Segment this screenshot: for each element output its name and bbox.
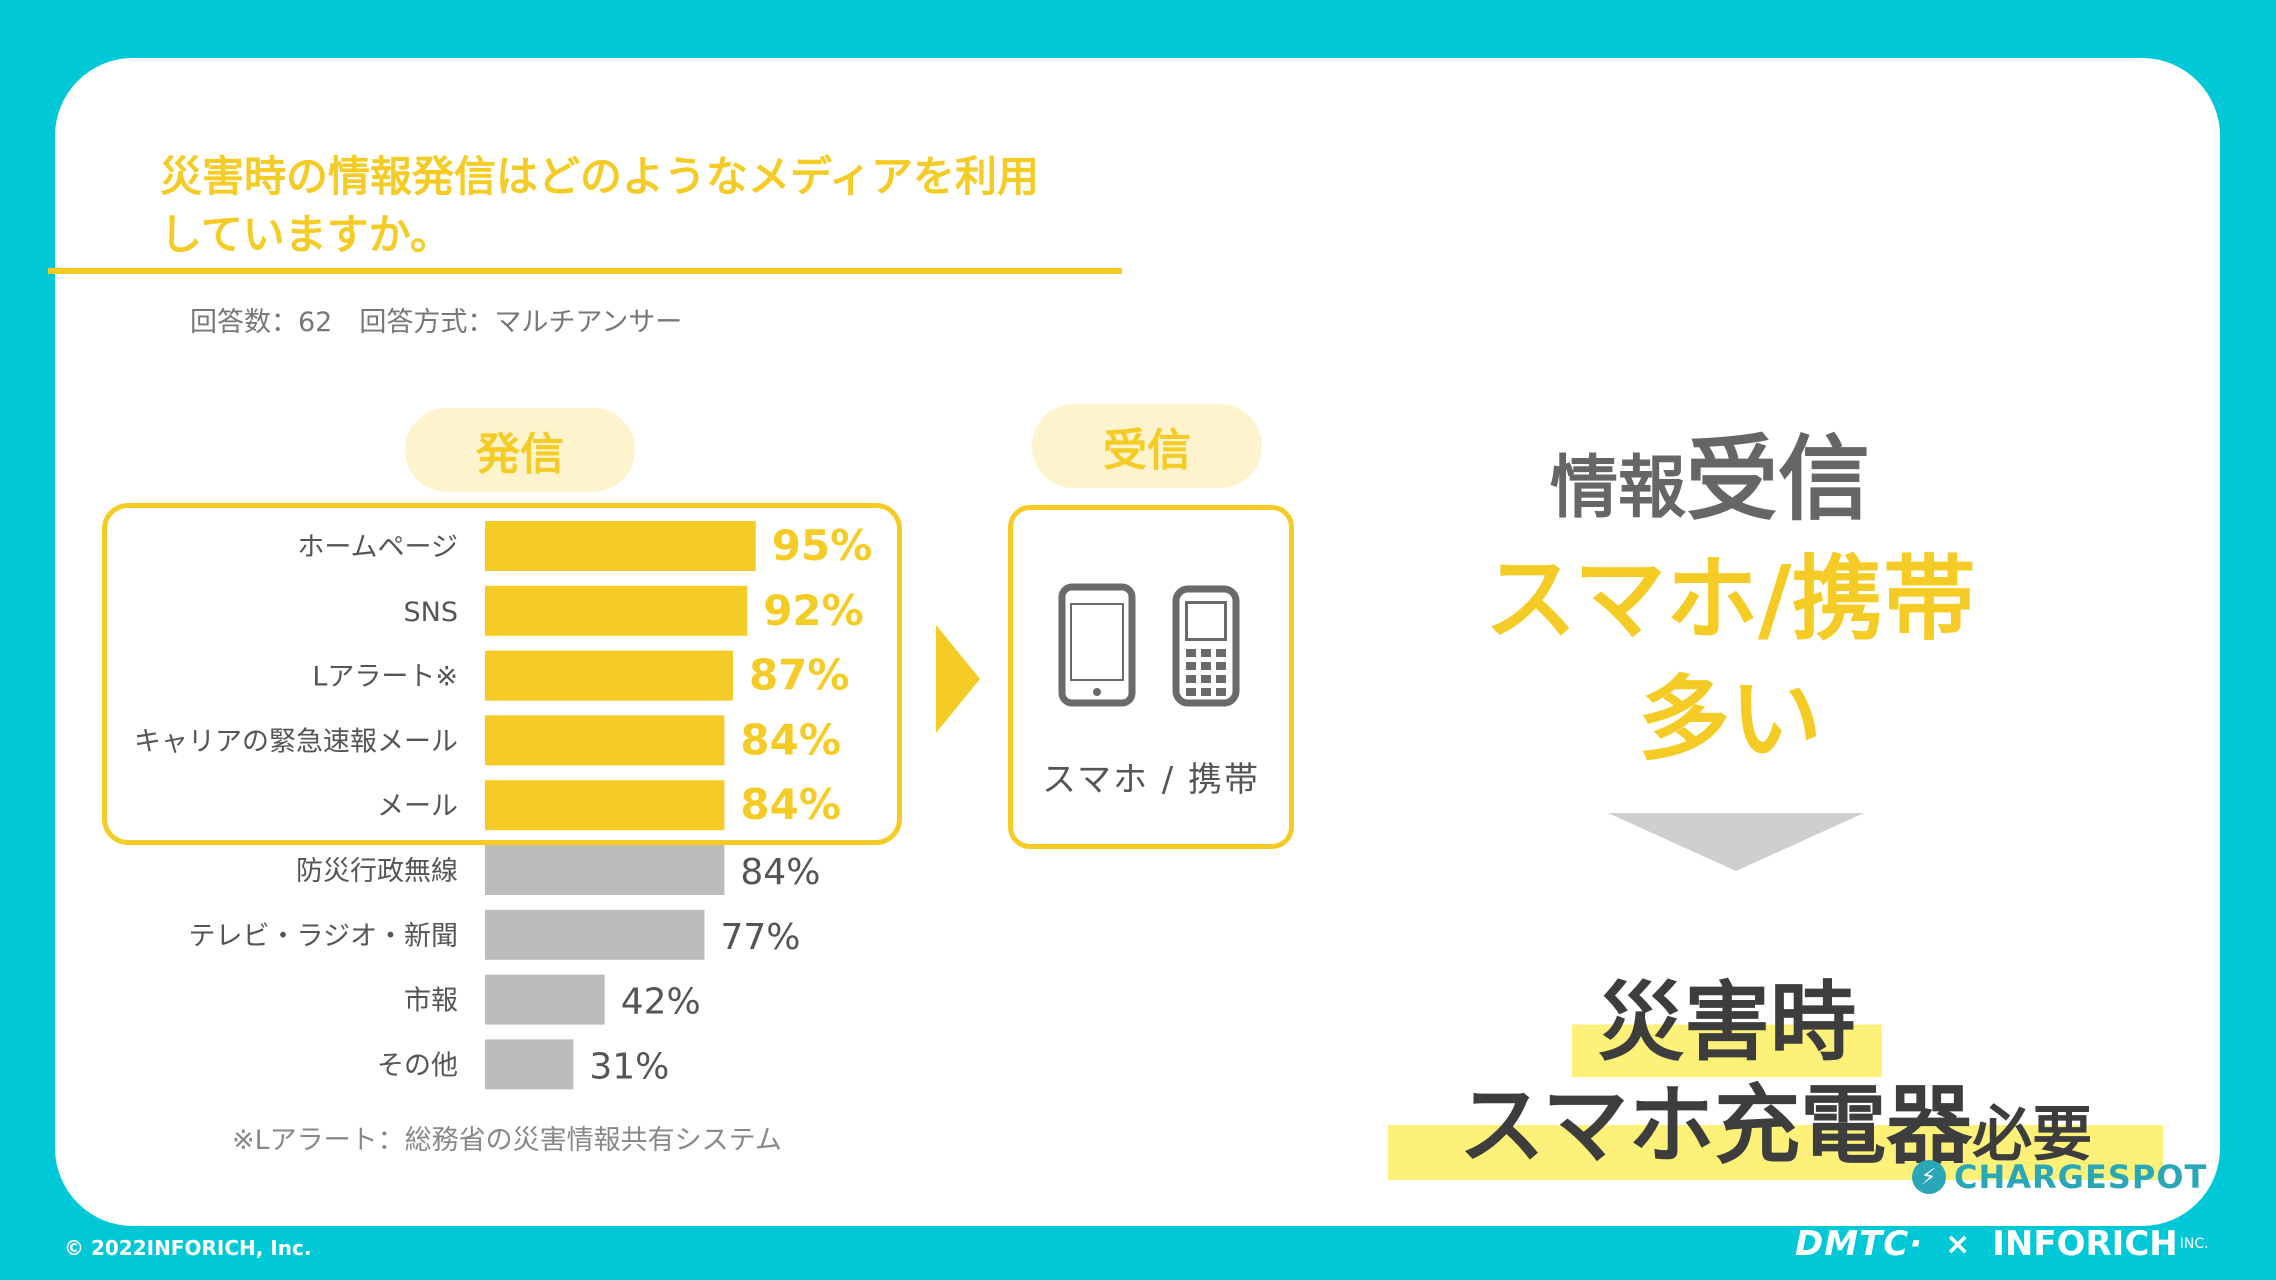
category-label: キャリアの緊急速報メール bbox=[134, 726, 458, 757]
category-label: テレビ・ラジオ・新聞 bbox=[189, 921, 458, 952]
value-label: 31% bbox=[589, 1046, 669, 1087]
inforich-logo: INFORICH bbox=[1992, 1224, 2178, 1264]
footnote: ※Lアラート：総務省の災害情報共有システム bbox=[232, 1125, 782, 1156]
copyright: © 2022INFORICH, Inc. bbox=[64, 1236, 312, 1260]
category-label: Lアラート※ bbox=[312, 662, 458, 693]
question-title: 災害時の情報発信はどのようなメディアを利用していますか。 bbox=[160, 152, 1040, 259]
send-pill: 発信 bbox=[405, 408, 635, 492]
receive-label: スマホ / 携帯 bbox=[1041, 760, 1261, 800]
bar bbox=[485, 521, 756, 571]
media-bar-chart: ホームページ 95% SNS 92% Lアラート※ 87% キャリアの緊急速報メール 84% メ… bbox=[134, 521, 873, 1090]
bar bbox=[485, 845, 725, 895]
smartphone-icon bbox=[1058, 583, 1136, 711]
headline-receive: 受信 bbox=[1686, 426, 1871, 533]
needed-text: 必要 bbox=[1972, 1100, 2093, 1170]
title-underline bbox=[48, 268, 1122, 274]
cross-sign: × bbox=[1945, 1226, 1971, 1262]
bar bbox=[485, 650, 733, 701]
bar bbox=[485, 585, 748, 636]
value-label: 92% bbox=[763, 586, 864, 635]
value-label: 84% bbox=[740, 852, 820, 893]
inforich-inc: INC. bbox=[2179, 1236, 2209, 1252]
dmtc-logo: DMTC· bbox=[1795, 1224, 1924, 1264]
footer-brands: DMTC· × INFORICH INC. bbox=[1795, 1224, 2209, 1264]
bar bbox=[485, 780, 725, 831]
bar bbox=[485, 1039, 574, 1090]
bar bbox=[485, 909, 705, 960]
value-label: 84% bbox=[740, 715, 841, 764]
value-label: 42% bbox=[621, 982, 701, 1023]
receive-frame bbox=[1008, 505, 1294, 849]
chargespot-text: CHARGESPOT bbox=[1954, 1158, 2208, 1196]
value-label: 77% bbox=[720, 917, 800, 958]
value-label: 87% bbox=[749, 651, 850, 700]
category-label: 市報 bbox=[404, 986, 458, 1017]
chargespot-logo: ⚡ CHARGESPOT bbox=[1912, 1158, 2207, 1196]
headline-many: 多い bbox=[1637, 666, 1822, 773]
feature-phone-icon bbox=[1172, 585, 1240, 711]
headline-info: 情報 bbox=[1550, 449, 1687, 528]
right-arrow-icon bbox=[936, 625, 980, 733]
charger-text: スマホ充電器 bbox=[1458, 1076, 1973, 1176]
highlight-frame bbox=[102, 503, 902, 845]
headline-smartphone: スマホ/携帯 bbox=[1484, 546, 1976, 653]
down-arrow-icon bbox=[1608, 813, 1864, 871]
category-label: その他 bbox=[377, 1050, 458, 1081]
bar bbox=[485, 715, 725, 766]
charger-needed-highlight: スマホ充電器必要 bbox=[1388, 1055, 2163, 1180]
category-label: ホームページ bbox=[297, 532, 458, 563]
category-label: SNS bbox=[404, 597, 458, 628]
value-label: 84% bbox=[740, 780, 841, 829]
survey-meta: 回答数：62 回答方式：マルチアンサー bbox=[190, 307, 683, 338]
headline-info-receive: 情報受信 bbox=[1550, 405, 1870, 538]
bar bbox=[485, 974, 605, 1025]
value-label: 95% bbox=[772, 521, 873, 570]
category-label: メール bbox=[377, 791, 458, 822]
receive-pill: 受信 bbox=[1032, 404, 1262, 488]
lightning-icon: ⚡ bbox=[1912, 1160, 1946, 1194]
category-label: 防災行政無線 bbox=[296, 856, 458, 887]
